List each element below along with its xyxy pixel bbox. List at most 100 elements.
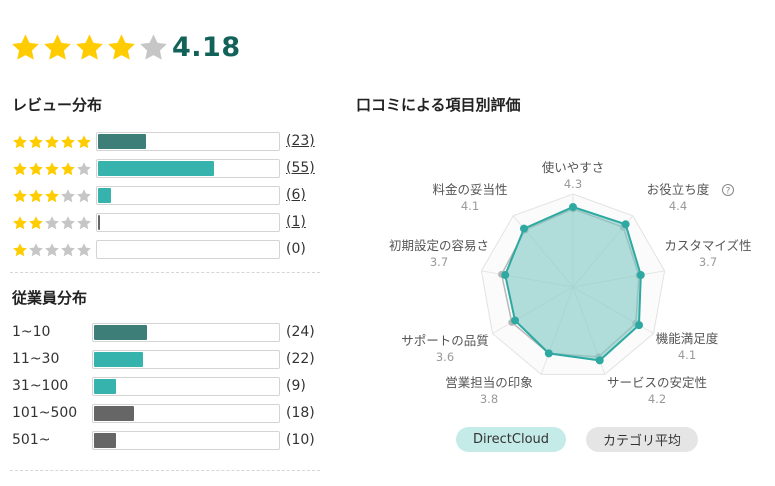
overall-stars [10, 32, 169, 63]
review-bar-fill [98, 188, 111, 203]
employee-bar [92, 404, 280, 423]
radar-axis-label: サポートの品質 [401, 333, 489, 348]
review-row-5-star [12, 132, 92, 152]
review-count-link[interactable]: (23) [286, 133, 315, 149]
radar-axis-value: 4.3 [564, 177, 582, 191]
review-row-3-star [12, 186, 92, 206]
product-polygon [504, 205, 642, 362]
star-empty-icon [60, 242, 76, 258]
radar-axis-value: 4.4 [669, 199, 687, 213]
star-filled-icon [106, 32, 137, 63]
radar-axis-label: カスタマイズ性 [664, 238, 751, 253]
employee-count: (9) [286, 378, 306, 394]
radar-title: 口コミによる項目別評価 [356, 96, 521, 114]
star-filled-icon [44, 188, 60, 204]
review-row-2-star [12, 213, 92, 233]
radar-axis-value: 3.6 [436, 350, 454, 364]
divider [10, 272, 320, 273]
star-filled-icon [76, 134, 92, 150]
star-empty-icon [76, 215, 92, 231]
employee-count: (18) [286, 405, 315, 421]
star-filled-icon [12, 242, 28, 258]
star-empty-icon [28, 242, 44, 258]
star-filled-icon [12, 161, 28, 177]
product-point [511, 316, 520, 325]
employee-bar [92, 323, 280, 342]
radar-axis-value: 3.7 [430, 255, 448, 269]
star-empty-icon [44, 242, 60, 258]
employee-range-label: 11~30 [12, 351, 60, 367]
employee-distribution-title: 従業員分布 [12, 289, 88, 307]
question-circle-icon[interactable]: ? [722, 184, 734, 197]
review-bar-fill [98, 215, 100, 230]
legend-product-button[interactable]: DirectCloud [456, 427, 566, 452]
review-bar [96, 186, 280, 205]
row-stars [12, 134, 92, 150]
review-count: (0) [286, 241, 306, 257]
review-count-link[interactable]: (1) [286, 214, 306, 230]
star-filled-icon [74, 32, 105, 63]
review-row-4-star [12, 159, 92, 179]
radar-chart: 使いやすさ 4.3 お役立ち度 4.4? カスタマイズ性 3.7 機能満足度 4.1 サービスの… [389, 160, 752, 406]
employee-bar [92, 350, 280, 369]
row-stars [12, 161, 92, 177]
row-stars [12, 242, 92, 258]
radar-axis-label: お役立ち度 [647, 182, 710, 197]
row-stars [12, 188, 92, 204]
radar-axis-label: 料金の妥当性 [432, 182, 507, 197]
radar-axis-value: 4.1 [461, 199, 479, 213]
star-filled-icon [28, 134, 44, 150]
product-point [621, 220, 630, 229]
svg-text:?: ? [726, 187, 731, 197]
star-empty-icon [44, 215, 60, 231]
radar-axis-value: 3.8 [480, 392, 498, 406]
radar-axis-label: 機能満足度 [656, 331, 719, 346]
divider [10, 470, 320, 471]
review-distribution-title: レビュー分布 [12, 96, 103, 114]
star-empty-icon [60, 188, 76, 204]
star-filled-icon [28, 161, 44, 177]
star-filled-icon [28, 188, 44, 204]
review-count-link[interactable]: (6) [286, 187, 306, 203]
overall-score: 4.18 [172, 31, 241, 63]
star-empty-icon [76, 242, 92, 258]
star-filled-icon [12, 215, 28, 231]
employee-bar [92, 377, 280, 396]
review-bar [96, 132, 280, 151]
employee-bar-fill [94, 352, 143, 367]
row-stars [12, 215, 92, 231]
product-point [501, 271, 510, 280]
review-row-1-star [12, 240, 92, 260]
star-filled-icon [12, 188, 28, 204]
radar-axis-label: 使いやすさ [542, 160, 605, 175]
product-point [636, 271, 645, 280]
employee-range-label: 501~ [12, 432, 51, 448]
review-bar [96, 240, 280, 259]
product-point [635, 321, 644, 330]
employee-count: (24) [286, 324, 315, 340]
product-point [544, 349, 553, 358]
employee-bar-fill [94, 433, 116, 448]
review-bar-fill [98, 161, 214, 176]
star-filled-icon [60, 161, 76, 177]
employee-range-label: 31~100 [12, 378, 69, 394]
radar-axis-label: サービスの安定性 [607, 375, 707, 390]
radar-axis-value: 4.2 [648, 392, 666, 406]
radar-axis-value: 4.1 [678, 348, 696, 362]
employee-range-label: 1~10 [12, 324, 51, 340]
star-filled-icon [12, 134, 28, 150]
review-count-link[interactable]: (55) [286, 160, 315, 176]
overall-rating: 4.18 [10, 27, 241, 67]
product-point [595, 356, 604, 365]
star-filled-icon [44, 134, 60, 150]
star-empty-icon [76, 188, 92, 204]
legend-category-button[interactable]: カテゴリ平均 [586, 427, 698, 452]
product-point [569, 203, 577, 212]
radar-axis-label: 初期設定の容易さ [389, 238, 489, 253]
employee-range-label: 101~500 [12, 405, 78, 421]
star-filled-icon [42, 32, 73, 63]
star-empty-icon [76, 161, 92, 177]
star-filled-icon [10, 32, 41, 63]
star-filled-icon [28, 215, 44, 231]
product-point [519, 224, 528, 233]
